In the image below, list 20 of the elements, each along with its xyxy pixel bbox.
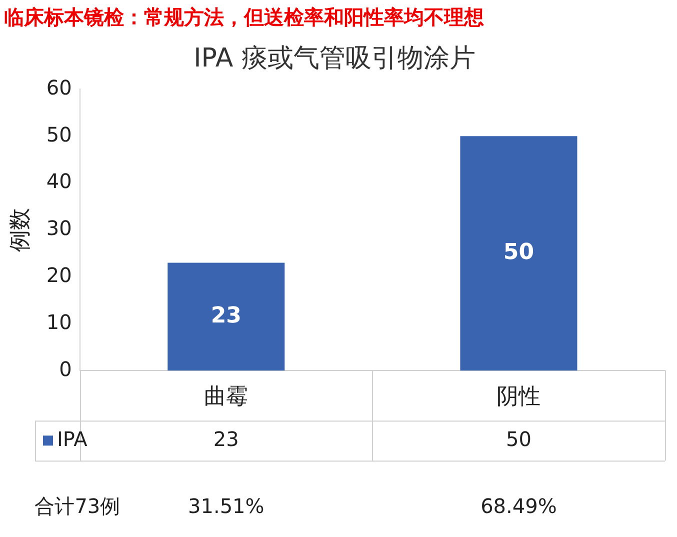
text: 68.49% <box>480 494 557 518</box>
y-tick-label: 40 <box>46 169 72 194</box>
text: 31.51% <box>188 494 264 518</box>
annotation: 50 <box>503 240 534 266</box>
data-label: 23 <box>213 426 239 451</box>
legend-label: IPA <box>57 426 88 451</box>
y-tick-label: 60 <box>46 75 72 100</box>
x-tick-label: 阴性 <box>496 384 541 410</box>
y-tick-label: 20 <box>46 263 72 288</box>
y-tick-label: 30 <box>46 216 72 240</box>
x-tick-label: 曲霉 <box>204 384 248 410</box>
chart-title: 临床标本镜检：常规方法，但送检率和阳性率均不理想 <box>4 4 484 31</box>
y-tick-label: 10 <box>46 310 72 334</box>
data-label: 50 <box>506 426 532 451</box>
annotation: 23 <box>210 303 242 328</box>
y-tick-label: 50 <box>46 122 72 146</box>
y-tick-label: 0 <box>59 356 72 381</box>
y-axis-title: 例数 <box>8 208 33 252</box>
text: 合计73例 <box>34 494 120 518</box>
chart-subtitle: IPA 痰或气管吸引物涂片 <box>194 43 476 74</box>
